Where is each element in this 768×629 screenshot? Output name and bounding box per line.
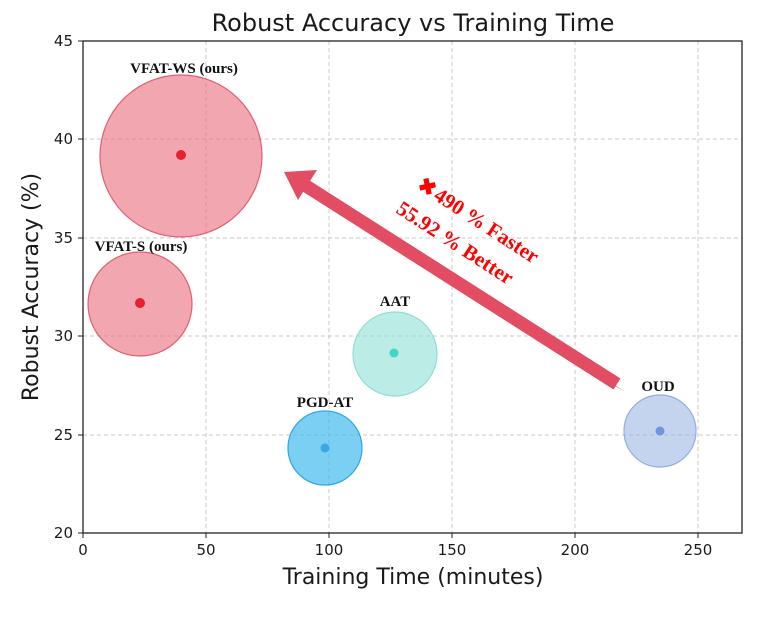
svg-text:150: 150 (438, 541, 467, 559)
svg-text:50: 50 (196, 541, 215, 559)
svg-text:0: 0 (78, 541, 88, 559)
x-axis-ticks: 0 50 100 150 200 250 (78, 533, 712, 559)
label-vfat-s: VFAT-S (ours) (95, 239, 188, 255)
label-aat: AAT (380, 294, 411, 310)
chart-title: Robust Accuracy vs Training Time (212, 9, 615, 37)
svg-text:30: 30 (54, 327, 73, 345)
svg-text:40: 40 (54, 130, 73, 148)
axes-frame (82, 40, 743, 534)
label-vfat-ws: VFAT-WS (ours) (130, 61, 238, 77)
svg-text:25: 25 (54, 426, 73, 444)
bubble-oud (623, 394, 697, 468)
bubble-vfat-ws (99, 74, 263, 238)
svg-text:100: 100 (315, 541, 344, 559)
svg-text:35: 35 (54, 229, 73, 247)
svg-text:200: 200 (561, 541, 590, 559)
label-oud: OUD (641, 379, 675, 395)
bubble-vfat-s (87, 251, 193, 357)
svg-text:20: 20 (54, 524, 73, 542)
bubble-pgd-at (287, 410, 363, 486)
y-axis-ticks: 20 25 30 35 40 45 (54, 32, 83, 542)
svg-text:45: 45 (54, 32, 73, 50)
y-axis-label: Robust Accuracy (%) (19, 173, 44, 401)
x-axis-label: Training Time (minutes) (282, 565, 544, 590)
improvement-arrow (284, 170, 624, 391)
bubble-aat (352, 311, 438, 397)
svg-text:250: 250 (684, 541, 713, 559)
label-pgd-at: PGD-AT (297, 395, 353, 411)
